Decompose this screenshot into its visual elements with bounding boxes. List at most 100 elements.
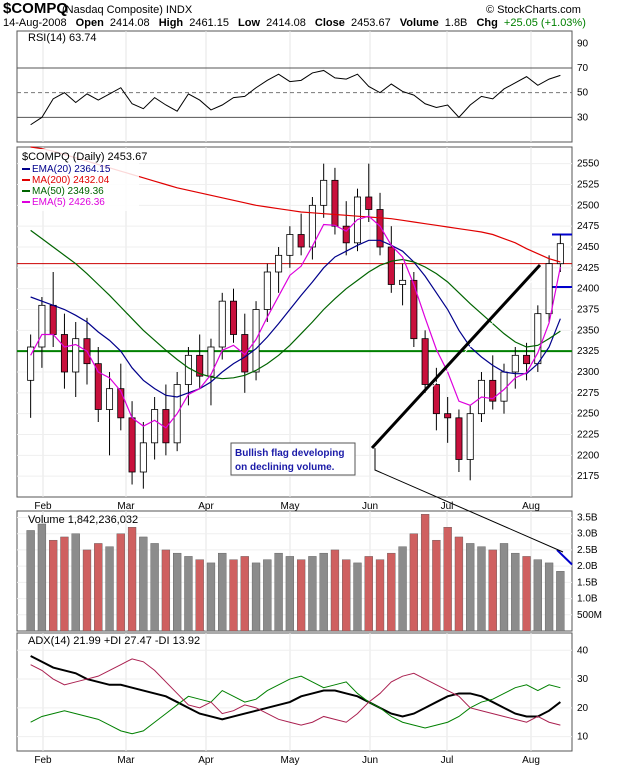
symbol-name: (Nasdaq Composite) INDX (62, 4, 193, 16)
candle-down (523, 354, 531, 365)
candle-down (410, 279, 418, 340)
candle-down (49, 304, 57, 335)
quote-date: 14-Aug-2008 (3, 17, 67, 29)
annotation-pointer (374, 448, 564, 553)
volume-bar (364, 556, 373, 632)
price-x-tick-label: Mar (117, 501, 135, 512)
volume-bar (60, 536, 69, 632)
adx-panel (16, 632, 573, 752)
volume-y-tick-label: 1.0B (577, 594, 598, 605)
open-value: 2414.08 (110, 17, 150, 29)
annotation-line-1: Bullish flag developing (235, 448, 344, 459)
adx-y-tick-label: 40 (577, 645, 589, 656)
price-y-tick-label: 2225 (577, 430, 600, 441)
price-y-tick-label: 2500 (577, 200, 600, 211)
rsi-panel (16, 30, 573, 143)
chg-label: Chg (476, 17, 497, 29)
candle-down (117, 388, 125, 419)
price-y-tick-label: 2300 (577, 367, 600, 378)
volume-bar (82, 549, 92, 632)
minus-di-line (30, 658, 561, 726)
volume-bar (466, 543, 475, 632)
volume-bar (173, 552, 182, 632)
candle-down (196, 354, 204, 377)
volume-y-tick-label: 2.5B (577, 545, 598, 556)
candle-down (241, 334, 249, 373)
candle-down (489, 379, 497, 402)
candle-up (38, 304, 46, 348)
rsi-y-tick-label: 30 (577, 112, 589, 123)
volume-bar (488, 549, 497, 632)
candle-down (297, 234, 305, 248)
candle-up (320, 179, 328, 206)
volume-bar (71, 533, 80, 632)
price-x-tick-label: Aug (522, 501, 540, 512)
volume-bar (161, 549, 171, 632)
candle-down (94, 363, 102, 410)
candle-down (365, 196, 373, 210)
volume-bar (26, 530, 35, 632)
volume-bar (556, 571, 565, 632)
annotation-box (230, 442, 356, 476)
volume-bar (206, 562, 216, 632)
volume-bar (544, 562, 554, 632)
volume-bar (342, 559, 351, 632)
candle-up (106, 388, 114, 410)
candle-up (466, 413, 474, 460)
candle-up (151, 409, 159, 444)
annotation-arrow-thick (370, 263, 542, 450)
candle-up (72, 338, 80, 373)
volume-label: Volume (400, 17, 439, 29)
adx-label: ADX(14) 21.99 +DI 27.47 -DI 13.92 (28, 635, 200, 647)
volume-bar (139, 536, 148, 632)
volume-bar (116, 533, 125, 632)
candle-down (455, 417, 463, 460)
volume-bar (127, 527, 137, 632)
candle-down (421, 338, 429, 385)
volume-value: 1.8B (445, 17, 468, 29)
rsi-y-tick-label: 90 (577, 38, 589, 49)
plus-di-line (30, 675, 561, 735)
price-y-tick-label: 2550 (577, 159, 600, 170)
axis-layer: Feb Feb Mar Mar Apr Apr May May Jun Jun Jul Jul Aug A… (34, 38, 602, 766)
volume-layer (26, 514, 573, 632)
candle-up (286, 234, 294, 256)
volume-bar (533, 559, 542, 632)
adx-x-tick-label: May (281, 755, 300, 766)
price-y-tick-label: 2450 (577, 242, 600, 253)
volume-bar (375, 559, 385, 632)
volume-bar (229, 559, 238, 632)
volume-bar (387, 552, 396, 632)
volume-bar (308, 556, 317, 632)
adx-line (30, 655, 561, 721)
volume-bar (499, 543, 509, 632)
price-x-tick-label: Apr (198, 501, 214, 512)
chg-value: +25.05 (+1.03%) (504, 17, 586, 29)
volume-bar (184, 556, 193, 632)
adx-x-tick-label: Jul (441, 755, 454, 766)
high-label: High (159, 17, 184, 29)
price-y-tick-label: 2200 (577, 450, 600, 461)
candle-up (252, 309, 260, 373)
candle-up (545, 263, 553, 315)
volume-trend-line (556, 549, 573, 566)
watermark-text: © StockCharts.com (486, 4, 581, 16)
candle-down (331, 179, 339, 227)
price-y-tick-label: 2400 (577, 284, 600, 295)
candle-up (139, 442, 147, 473)
price-lines-layer (17, 233, 572, 353)
adx-x-tick-label: Apr (198, 755, 214, 766)
volume-bar (150, 543, 159, 632)
adx-y-tick-label: 20 (577, 703, 589, 714)
ema5-line (30, 215, 561, 429)
candle-down (128, 417, 136, 473)
price-panel-label: $COMPQ (Daily) 2453.67 (22, 151, 147, 163)
close-label: Close (315, 17, 345, 29)
price-y-tick-label: 2525 (577, 180, 600, 191)
volume-bar (296, 559, 306, 632)
candle-down (432, 384, 440, 415)
annotation-arrow-highlight (374, 266, 546, 449)
rsi-line (30, 69, 561, 126)
volume-bar (218, 552, 227, 632)
